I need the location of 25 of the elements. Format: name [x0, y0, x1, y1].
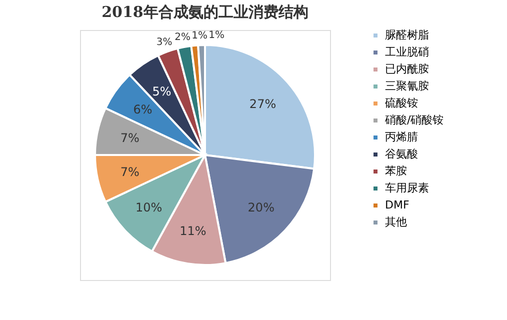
data-label: 6% [133, 102, 152, 117]
data-label: 7% [120, 164, 140, 179]
data-label: 11% [180, 224, 206, 238]
legend-label: 车用尿素 [385, 182, 429, 194]
chart-title: 2018年合成氨的工业消费结构 [102, 3, 308, 21]
data-label: 27% [249, 97, 276, 112]
legend-label: 其他 [385, 216, 407, 228]
legend-label: 硫酸铵 [385, 96, 418, 110]
data-label: 1% [208, 30, 224, 42]
data-label: 10% [136, 200, 162, 215]
legend-label: 已内酰胺 [385, 62, 429, 76]
legend-label: 苯胺 [385, 164, 407, 178]
legend-label: 工业脱硝 [385, 46, 429, 58]
data-label: 20% [248, 200, 274, 215]
data-label: 3% [156, 37, 172, 48]
data-label: 7% [120, 131, 140, 146]
legend-label: 脲醛树脂 [385, 28, 429, 42]
legend-label: 丙烯腈 [385, 130, 418, 144]
data-label: 5% [152, 84, 172, 98]
legend-label: DMF [385, 198, 410, 212]
legend-label: 硝酸/硝酸铵 [384, 114, 444, 126]
legend-label: 谷氨酸 [385, 148, 418, 160]
data-label: 1% [192, 30, 208, 42]
data-label: 2% [174, 32, 190, 44]
legend-label: 三聚氰胺 [385, 80, 429, 92]
